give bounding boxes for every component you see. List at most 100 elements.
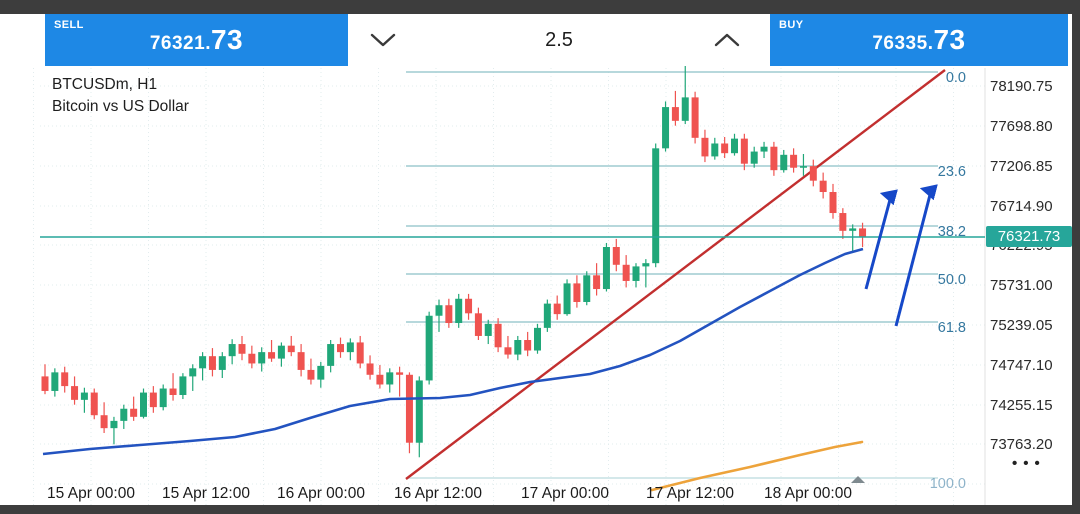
time-axis-label: 17 Apr 00:00 <box>521 485 609 502</box>
fib-level-label: 61.8 <box>938 320 966 336</box>
candle-body <box>819 180 827 193</box>
candle-body <box>691 97 699 138</box>
candle-body <box>346 342 354 353</box>
orange-indicator-line <box>650 440 864 492</box>
time-axis-label: 17 Apr 12:00 <box>646 485 734 502</box>
candle-body <box>100 415 108 429</box>
candle-body <box>386 372 394 385</box>
chevron-down-icon[interactable] <box>370 32 396 48</box>
candle-body <box>130 408 138 417</box>
candle-body <box>632 266 640 281</box>
candle-body <box>829 192 837 214</box>
candle-body <box>573 283 581 302</box>
candle-body <box>543 303 551 328</box>
candle-body <box>71 386 79 400</box>
candle-body <box>208 356 216 370</box>
candle-body <box>494 323 502 348</box>
candle-body <box>179 376 187 395</box>
candle-body <box>366 363 374 375</box>
candle-body <box>287 345 295 353</box>
candle-body <box>61 372 69 387</box>
buy-button[interactable]: BUY 76335. 73 <box>770 14 1068 66</box>
price-axis-label: 77206.85 <box>990 158 1053 175</box>
candle-body <box>602 246 610 290</box>
candle-body <box>534 327 541 351</box>
candle-body <box>159 388 167 408</box>
candle-body <box>455 298 463 324</box>
drawn-arrow-annotation[interactable] <box>894 184 938 327</box>
candle-body <box>839 213 847 231</box>
candle-body <box>445 305 453 324</box>
candle-body <box>327 344 335 366</box>
symbol-description: Bitcoin vs US Dollar <box>52 98 189 115</box>
candle-body <box>258 352 266 364</box>
candle-body <box>721 143 729 154</box>
fib-level-label: 50.0 <box>938 272 966 288</box>
candle-body <box>524 340 532 351</box>
candle-body <box>405 374 413 443</box>
volume-value[interactable]: 2.5 <box>545 28 573 51</box>
buy-price-main: 76335. <box>872 33 934 54</box>
candle-body <box>504 347 512 355</box>
candle-body <box>799 166 807 168</box>
candle-body <box>238 344 246 354</box>
sell-button[interactable]: SELL 76321. 73 <box>45 14 348 66</box>
candle-body <box>780 154 788 171</box>
sell-price-frac: 73 <box>210 24 244 55</box>
buy-price-frac: 73 <box>933 24 966 55</box>
sell-price-main: 76321. <box>149 33 211 54</box>
candle-body <box>612 246 620 265</box>
candle-body <box>622 264 630 281</box>
candle-body <box>189 368 197 377</box>
fib-level-label: 0.0 <box>946 70 966 86</box>
time-axis-label: 16 Apr 00:00 <box>277 485 365 502</box>
candle-body <box>376 374 384 385</box>
time-axis-label: 15 Apr 12:00 <box>162 485 250 502</box>
current-price-badge: 76321.73 <box>986 226 1072 247</box>
candle-body <box>563 283 571 315</box>
fib-handle-marker[interactable] <box>851 476 865 483</box>
time-axis-label: 18 Apr 00:00 <box>764 485 852 502</box>
candle-body <box>80 392 88 400</box>
candle-body <box>484 323 492 336</box>
candle-body <box>356 342 364 364</box>
trend-line[interactable] <box>405 69 946 480</box>
candle-body <box>51 372 59 391</box>
candle-body <box>140 392 147 417</box>
price-axis-label: 74255.15 <box>990 397 1053 414</box>
candle-body <box>750 151 758 164</box>
candle-body <box>337 344 344 353</box>
candle-body <box>110 420 118 429</box>
sell-label: SELL <box>54 19 84 31</box>
top-frame-bar <box>0 0 1080 14</box>
chevron-up-icon[interactable] <box>714 32 740 48</box>
candle-body <box>169 388 177 395</box>
candle-body <box>859 228 867 238</box>
candle-body <box>228 344 236 357</box>
candle-body <box>415 380 423 443</box>
candle-body <box>711 143 719 157</box>
price-axis-label: 77698.80 <box>990 118 1053 135</box>
symbol-name: BTCUSDm, H1 <box>52 76 158 93</box>
candle-body <box>740 138 748 164</box>
candle-body <box>248 353 256 364</box>
candle-body <box>553 303 561 315</box>
right-frame-bar <box>1072 0 1080 514</box>
moving-average-line <box>42 247 864 456</box>
candle-body <box>41 376 49 391</box>
buy-label: BUY <box>779 19 804 31</box>
candle-body <box>149 392 157 408</box>
candle-body <box>681 97 689 121</box>
time-axis-label: 16 Apr 12:00 <box>394 485 482 502</box>
candle-body <box>662 107 670 149</box>
fib-level-label: 38.2 <box>938 224 966 240</box>
drawn-arrow-annotation[interactable] <box>864 189 898 290</box>
candle-body <box>770 146 778 171</box>
price-axis-label: 75239.05 <box>990 317 1053 334</box>
candle-body <box>268 352 276 359</box>
fib-level-label: 100.0 <box>930 476 966 492</box>
candlestick-chart[interactable]: 0.0 23.6 38.2 50.0 61.8 100.0 <box>0 66 1072 505</box>
more-menu-dots[interactable]: ••• <box>1012 455 1046 472</box>
candle-body <box>849 228 857 231</box>
